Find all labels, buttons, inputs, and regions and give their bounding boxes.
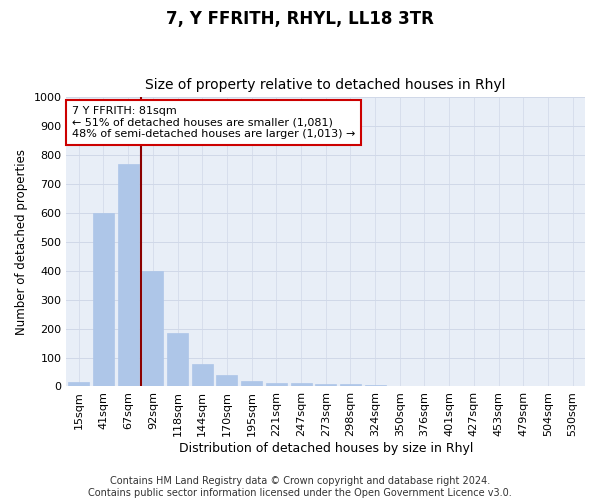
Text: 7 Y FFRITH: 81sqm
← 51% of detached houses are smaller (1,081)
48% of semi-detac: 7 Y FFRITH: 81sqm ← 51% of detached hous… bbox=[71, 106, 355, 139]
Bar bbox=[290, 383, 311, 386]
Bar bbox=[340, 384, 361, 386]
Bar bbox=[142, 271, 163, 386]
X-axis label: Distribution of detached houses by size in Rhyl: Distribution of detached houses by size … bbox=[179, 442, 473, 455]
Bar bbox=[93, 213, 114, 386]
Bar bbox=[167, 333, 188, 386]
Bar bbox=[315, 384, 336, 386]
Text: Contains HM Land Registry data © Crown copyright and database right 2024.
Contai: Contains HM Land Registry data © Crown c… bbox=[88, 476, 512, 498]
Bar bbox=[192, 364, 213, 386]
Bar bbox=[266, 383, 287, 386]
Bar bbox=[68, 382, 89, 386]
Title: Size of property relative to detached houses in Rhyl: Size of property relative to detached ho… bbox=[145, 78, 506, 92]
Bar bbox=[217, 376, 238, 386]
Bar bbox=[118, 164, 139, 386]
Bar bbox=[365, 385, 386, 386]
Bar bbox=[241, 382, 262, 386]
Y-axis label: Number of detached properties: Number of detached properties bbox=[15, 149, 28, 335]
Text: 7, Y FFRITH, RHYL, LL18 3TR: 7, Y FFRITH, RHYL, LL18 3TR bbox=[166, 10, 434, 28]
